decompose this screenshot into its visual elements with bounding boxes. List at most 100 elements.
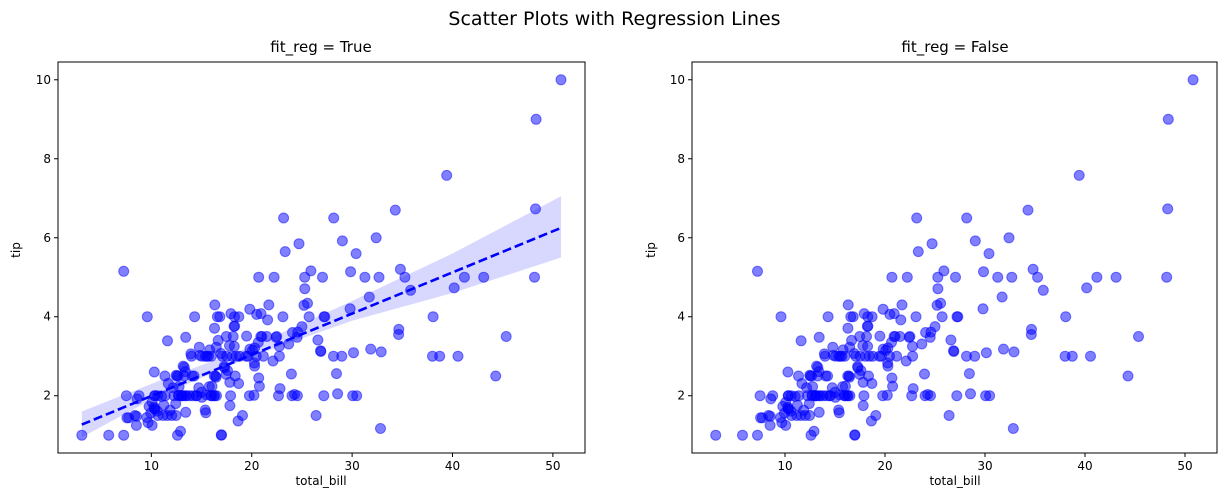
scatter-point bbox=[373, 271, 385, 283]
scatter-point bbox=[887, 380, 899, 392]
scatter-point bbox=[285, 368, 297, 380]
scatter-point bbox=[248, 389, 260, 401]
scatter-point bbox=[780, 419, 792, 431]
scatter-point bbox=[162, 335, 173, 347]
scatter-point bbox=[925, 390, 936, 402]
scatter-point bbox=[866, 311, 878, 323]
scatter-point bbox=[500, 331, 512, 342]
scatter-point bbox=[253, 380, 265, 392]
scatter-point bbox=[257, 350, 269, 362]
scatter-point bbox=[434, 350, 446, 362]
scatter-point bbox=[862, 320, 874, 332]
scatter-point bbox=[961, 212, 973, 224]
scatter-point bbox=[233, 311, 245, 323]
subplot-fit-reg-true: fit_reg = True total_bill tip 10 20 30 40 50… bbox=[9, 38, 586, 488]
scatter-point bbox=[804, 410, 816, 421]
scatter-point bbox=[278, 212, 290, 224]
scatter-point bbox=[175, 425, 186, 437]
scatter-point bbox=[229, 320, 241, 332]
scatter-point bbox=[200, 407, 212, 419]
y-axis-label: tip bbox=[9, 242, 23, 258]
scatter-point bbox=[224, 400, 236, 412]
scatter-point bbox=[1162, 113, 1174, 125]
scatter-point bbox=[233, 378, 245, 389]
scatter-point bbox=[271, 331, 283, 342]
scatter-point bbox=[458, 271, 470, 283]
scatter-point bbox=[1085, 350, 1096, 362]
y-tick-label: 4 bbox=[677, 310, 685, 324]
scatter-point bbox=[189, 311, 201, 323]
scatter-point bbox=[737, 429, 748, 441]
scatter-point bbox=[399, 271, 411, 283]
scatter-point bbox=[118, 265, 130, 277]
scatter-point bbox=[1006, 271, 1018, 283]
scatter-point bbox=[807, 381, 819, 393]
x-tick-label: 40 bbox=[1077, 459, 1092, 473]
scatter-point bbox=[813, 406, 825, 418]
scatter-point bbox=[919, 368, 930, 380]
scatter-point bbox=[963, 368, 975, 380]
scatter-point bbox=[870, 410, 882, 421]
scatter-point bbox=[936, 311, 948, 323]
scatter-point bbox=[293, 238, 305, 250]
scatter-point bbox=[764, 419, 776, 431]
scatter-point bbox=[1022, 204, 1034, 216]
scatter-point bbox=[555, 74, 567, 86]
scatter-point bbox=[764, 410, 776, 422]
scatter-point bbox=[907, 383, 919, 395]
scatter-point bbox=[965, 388, 976, 400]
scatter-point bbox=[996, 291, 1008, 303]
scatter-point bbox=[120, 390, 132, 402]
scatter-point bbox=[754, 390, 766, 402]
scatter-point bbox=[935, 297, 947, 309]
scatter-point bbox=[209, 299, 221, 311]
scatter-point bbox=[268, 271, 280, 283]
scatter-point bbox=[310, 410, 322, 421]
y-tick-label: 10 bbox=[670, 73, 685, 87]
scatter-point bbox=[926, 238, 938, 250]
scatter-point bbox=[1091, 271, 1103, 283]
scatter-point bbox=[253, 271, 265, 283]
scatter-point bbox=[375, 346, 387, 358]
scatter-point bbox=[351, 390, 363, 402]
scatter-point bbox=[180, 406, 192, 418]
scatter-point bbox=[895, 314, 907, 326]
scatter-point bbox=[348, 347, 359, 359]
scatter-point bbox=[209, 322, 220, 334]
scatter-point bbox=[249, 360, 261, 372]
x-axis-label: total_bill bbox=[295, 474, 346, 488]
scatter-point bbox=[350, 248, 362, 260]
x-tick-label: 30 bbox=[977, 459, 992, 473]
scatter-point bbox=[969, 350, 981, 362]
scatter-point bbox=[1110, 271, 1122, 283]
scatter-point bbox=[858, 390, 870, 402]
scatter-point bbox=[874, 330, 886, 342]
scatter-point bbox=[530, 113, 542, 125]
figure-suptitle: Scatter Plots with Regression Lines bbox=[448, 8, 780, 30]
scatter-point bbox=[490, 370, 502, 382]
scatter-point bbox=[992, 271, 1004, 283]
scatter-point bbox=[1026, 323, 1037, 335]
scatter-point bbox=[907, 340, 918, 352]
scatter-point bbox=[315, 346, 327, 357]
scatter-point bbox=[752, 265, 763, 277]
scatter-point bbox=[296, 321, 308, 333]
scatter-point bbox=[448, 282, 460, 294]
scatter-point bbox=[261, 331, 273, 342]
scatter-point bbox=[844, 371, 855, 383]
scatter-point bbox=[299, 283, 311, 295]
axes-frame bbox=[691, 61, 1218, 454]
scatter-point bbox=[302, 297, 313, 309]
scatter-point bbox=[844, 390, 856, 402]
scatter-point bbox=[336, 350, 348, 362]
x-axis-label: total_bill bbox=[929, 474, 980, 488]
scatter-point bbox=[279, 246, 291, 258]
scatter-point bbox=[950, 271, 961, 283]
scatter-point bbox=[866, 378, 878, 389]
scatter-point bbox=[1008, 346, 1020, 358]
scatter-point bbox=[980, 347, 992, 359]
scatter-point bbox=[312, 334, 324, 346]
scatter-point bbox=[303, 311, 315, 323]
scatter-point bbox=[795, 335, 807, 347]
